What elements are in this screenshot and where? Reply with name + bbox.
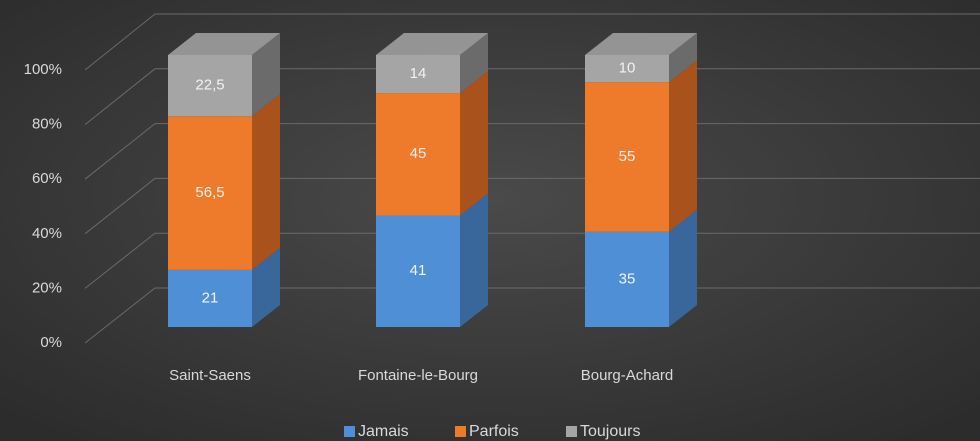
bar-side	[669, 33, 697, 83]
bar-front	[168, 116, 252, 270]
y-tick-label: 40%	[32, 225, 62, 242]
bar-front	[168, 55, 252, 117]
legend-label: Toujours	[580, 423, 640, 440]
data-label: 55	[619, 148, 636, 165]
bar-top	[585, 33, 697, 55]
bar-top	[168, 33, 280, 55]
bar-side	[252, 247, 280, 327]
x-tick-label: Saint-Saens	[169, 367, 251, 384]
grid-line	[84, 13, 980, 71]
data-label: 10	[619, 60, 636, 77]
grid-line	[84, 177, 980, 235]
y-tick-label: 0%	[40, 334, 62, 351]
y-tick-label: 60%	[32, 170, 62, 187]
data-label: 21	[202, 289, 219, 306]
bar-front	[376, 55, 460, 94]
y-tick-label: 80%	[32, 116, 62, 133]
bar-front	[376, 93, 460, 216]
y-tick-label: 20%	[32, 279, 62, 296]
grid-line	[84, 123, 980, 180]
bar-top	[376, 33, 488, 55]
x-tick-label: Bourg-Achard	[581, 367, 674, 384]
bar-side	[460, 71, 488, 216]
y-tick-label: 100%	[24, 61, 62, 78]
legend-swatch	[455, 426, 466, 437]
data-label: 41	[410, 262, 427, 279]
data-label: 35	[619, 270, 636, 287]
bar-front	[585, 231, 669, 327]
grid-line	[84, 232, 980, 289]
bar-side	[252, 94, 280, 270]
x-tick-label: Fontaine-le-Bourg	[358, 367, 478, 384]
data-label: 45	[410, 145, 427, 162]
bar-front	[585, 55, 669, 83]
bar-front	[376, 215, 460, 327]
grid-line	[84, 287, 980, 344]
bar-front	[168, 269, 252, 327]
bar-side	[252, 33, 280, 117]
bar-side	[460, 193, 488, 327]
bar-front	[585, 82, 669, 232]
bar-side	[669, 209, 697, 327]
data-label: 14	[410, 65, 427, 82]
legend-label: Jamais	[358, 423, 409, 440]
grid-line	[84, 68, 980, 125]
bar-side	[460, 33, 488, 94]
data-label: 56,5	[195, 184, 224, 201]
data-label: 22,5	[195, 77, 224, 94]
bar-side	[669, 60, 697, 232]
legend-label: Parfois	[469, 423, 519, 440]
legend-swatch	[344, 426, 355, 437]
legend-swatch	[566, 426, 577, 437]
